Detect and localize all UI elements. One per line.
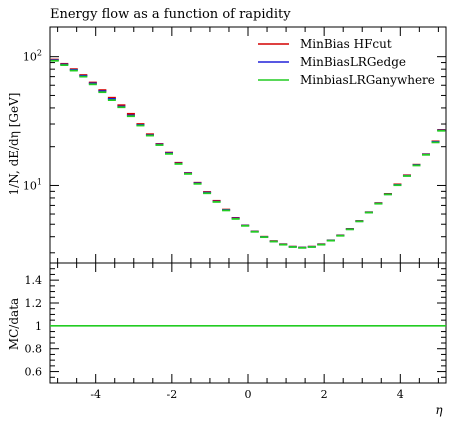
series-1 (50, 59, 446, 249)
main-data-series (50, 58, 446, 249)
legend-label-lrganywhere: MinbiasLRGanywhere (300, 73, 435, 87)
legend-label-hfcut: MinBias HFcut (300, 37, 392, 51)
legend: MinBias HFcut MinBiasLRGedge MinbiasLRGa… (258, 37, 435, 87)
ratio-y-tick-label: 0.8 (25, 343, 43, 356)
x-tick-label: -2 (166, 388, 177, 401)
x-tick-label: 4 (397, 388, 404, 401)
main-axis-ticks: 101 102 (23, 27, 446, 263)
ratio-plot-frame (49, 262, 447, 384)
series-2 (50, 59, 446, 249)
legend-label-lrgedge: MinBiasLRGedge (300, 55, 406, 69)
x-tick-label: 0 (245, 388, 252, 401)
ratio-y-tick-label: 1.2 (25, 297, 43, 310)
x-tick-label: -4 (90, 388, 101, 401)
y-axis-label: 1/N, dE/dη [GeV] (7, 93, 21, 196)
series-0 (50, 58, 446, 249)
x-axis-label: η (435, 403, 443, 417)
legend-entry: MinBiasLRGedge (258, 55, 406, 69)
y-tick-label: 102 (23, 49, 42, 64)
ratio-y-tick-label: 1.4 (25, 274, 43, 287)
x-tick-label: 2 (321, 388, 328, 401)
ratio-y-axis-label: MC/data (7, 298, 21, 350)
legend-entry: MinBias HFcut (258, 37, 392, 51)
ratio-axis-ticks: -4 -2 0 2 4 0.6 0.8 1 1.2 1.4 (25, 263, 446, 401)
y-tick-label: 101 (23, 177, 42, 192)
ratio-y-tick-label: 0.6 (25, 366, 43, 379)
ratio-y-tick-label: 1 (35, 320, 42, 333)
chart-title: Energy flow as a function of rapidity (50, 7, 291, 22)
legend-entry: MinbiasLRGanywhere (258, 73, 435, 87)
